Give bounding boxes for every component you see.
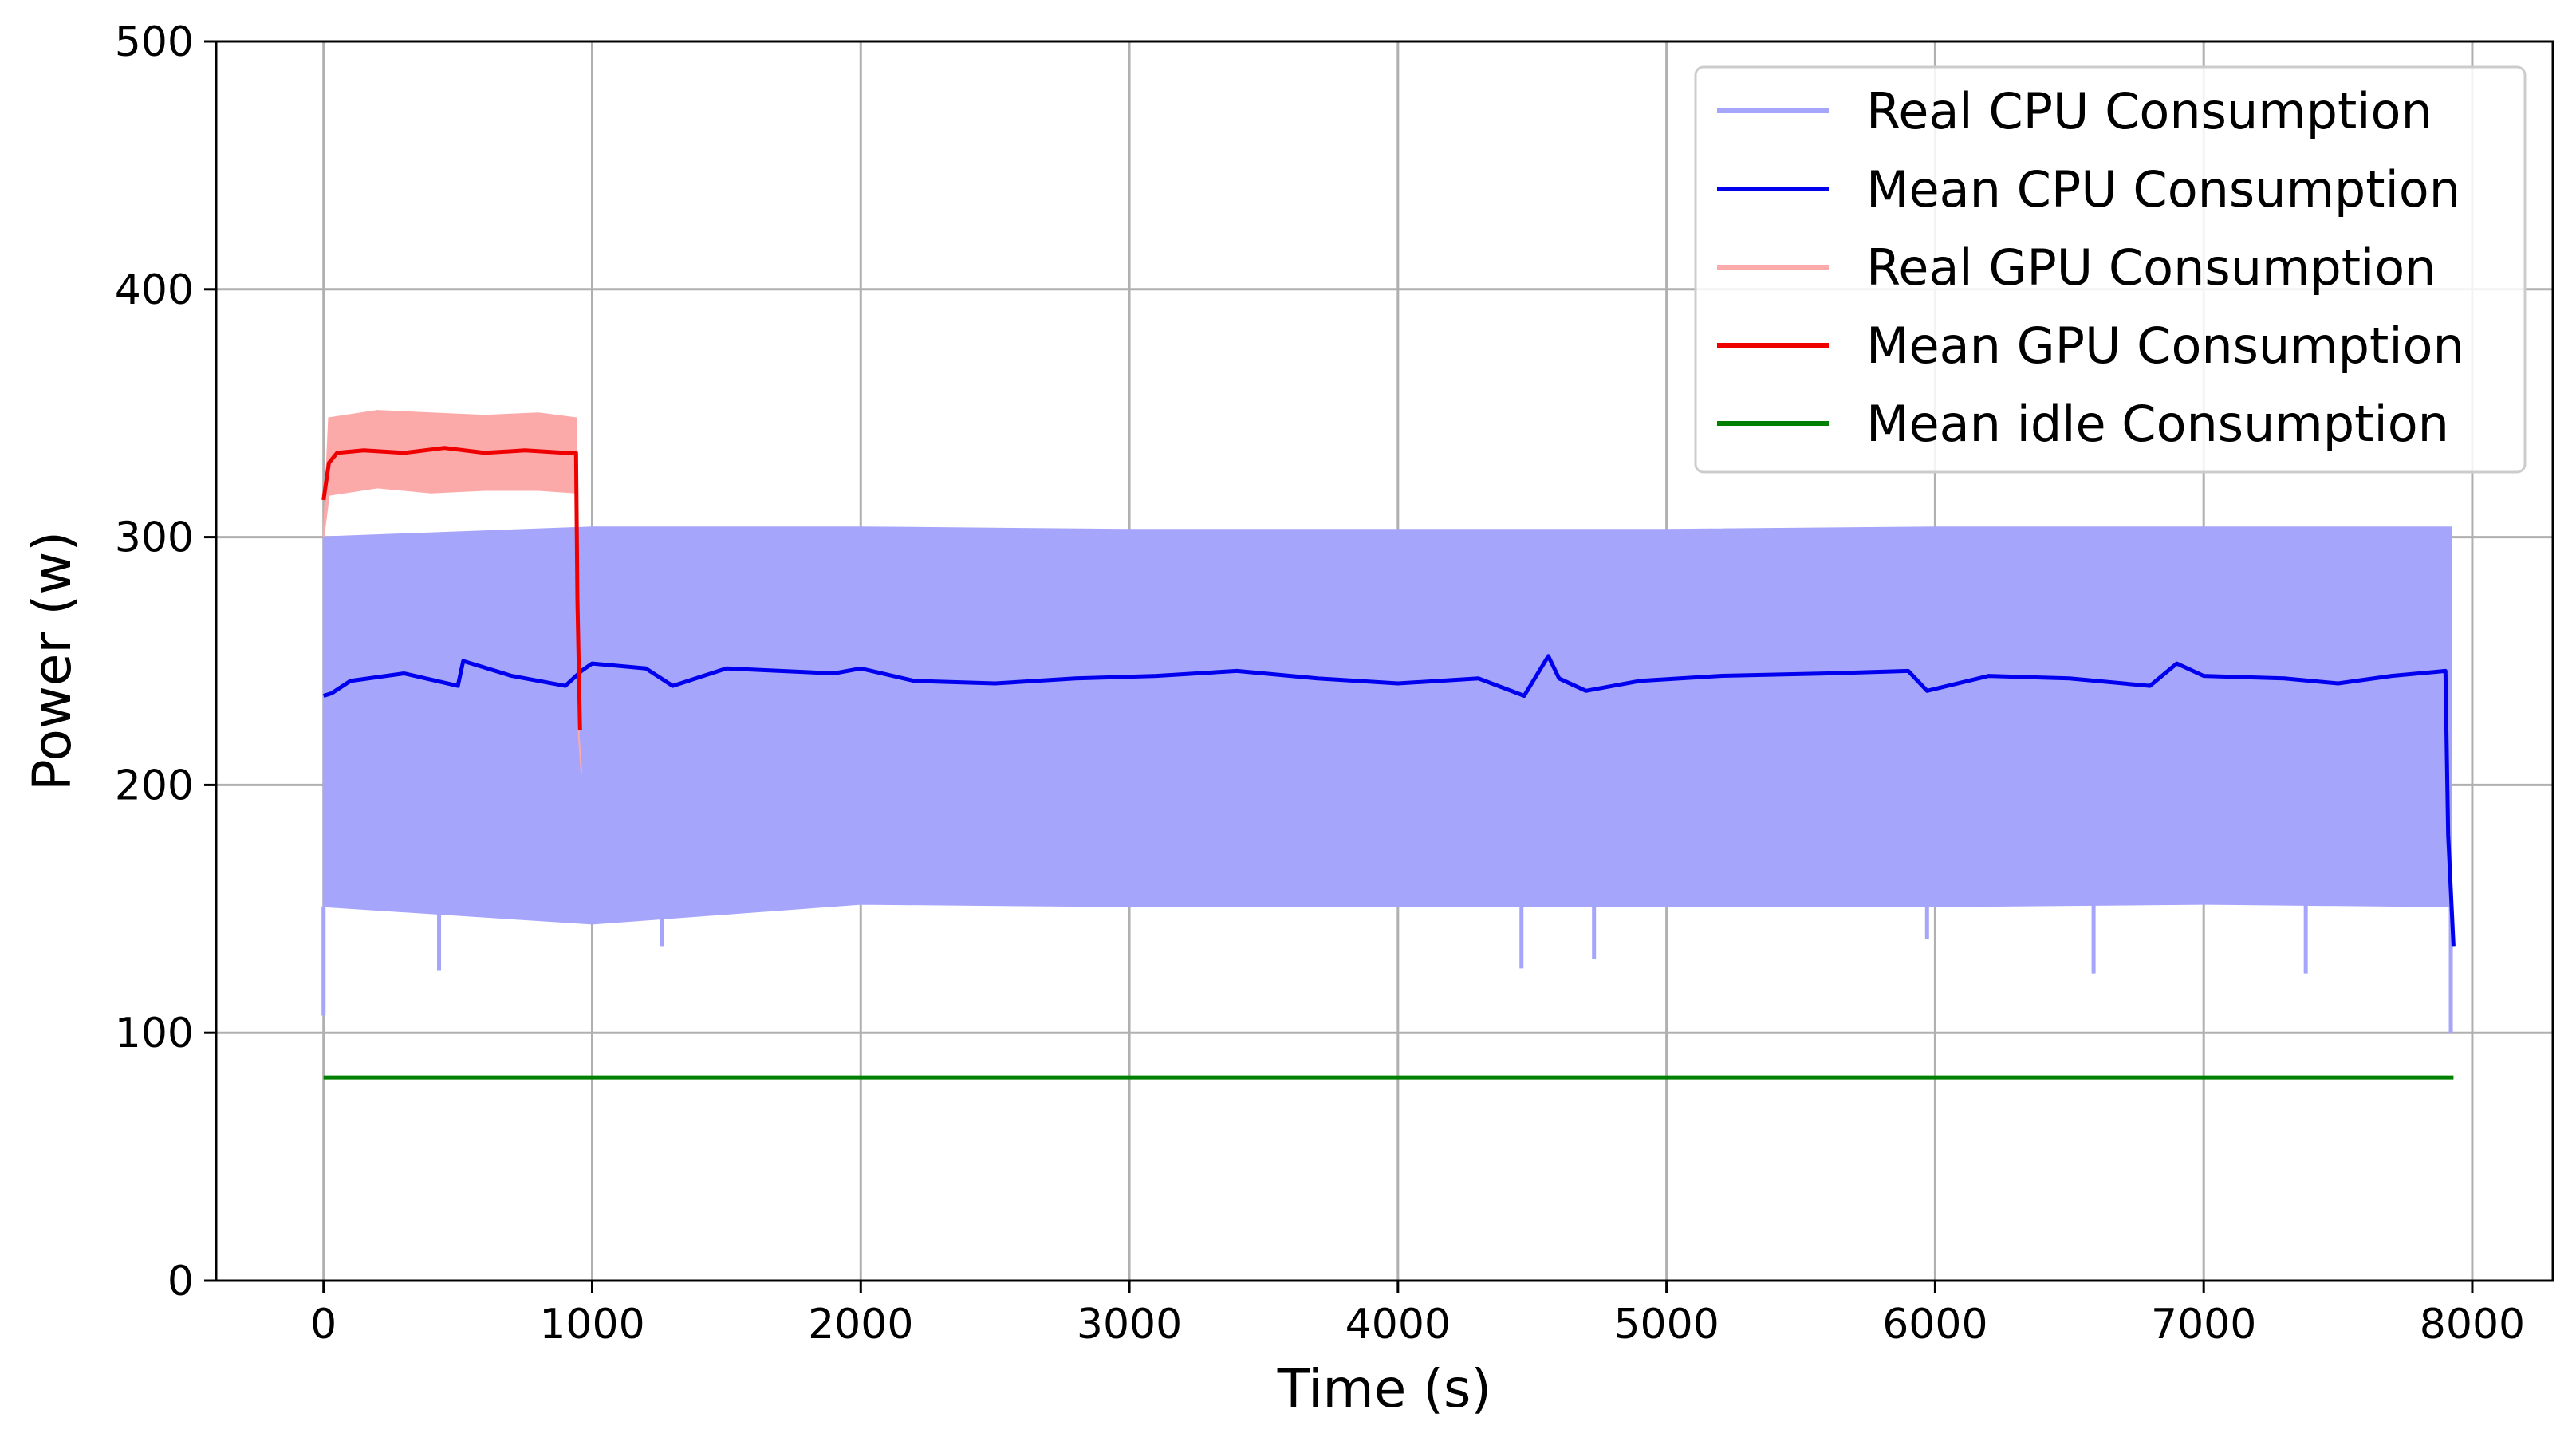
y-tick-label: 300 — [115, 514, 194, 562]
x-tick-label: 1000 — [539, 1301, 644, 1348]
legend-box — [1694, 65, 2527, 474]
legend-label-real-cpu: Real CPU Consumption — [1866, 82, 2432, 140]
x-axis-label: Time (s) — [1277, 1358, 1491, 1419]
plot-area — [321, 410, 2456, 1080]
y-tick-label: 200 — [115, 762, 194, 809]
y-tick-label: 0 — [167, 1258, 194, 1305]
x-tick-label: 3000 — [1077, 1301, 1182, 1348]
x-tick-label: 2000 — [808, 1301, 913, 1348]
legend-label-mean-cpu: Mean CPU Consumption — [1866, 160, 2460, 219]
y-tick-label: 400 — [115, 266, 194, 314]
x-tick-label: 0 — [310, 1301, 337, 1348]
legend-label-mean-idle: Mean idle Consumption — [1866, 395, 2449, 453]
legend: Real CPU Consumption Mean CPU Consumptio… — [1694, 65, 2527, 474]
legend-label-real-gpu: Real GPU Consumption — [1866, 238, 2436, 297]
y-tick-label: 100 — [115, 1010, 194, 1057]
x-tick-label: 5000 — [1613, 1301, 1719, 1348]
x-tick-label: 4000 — [1345, 1301, 1451, 1348]
series-band-real-gpu-consumption — [322, 410, 582, 773]
y-axis-label: Power (w) — [22, 531, 83, 791]
series-band-real-cpu-consumption — [322, 526, 2452, 925]
series-line-mean-cpu-consumption — [322, 654, 2456, 947]
plot-frame — [215, 40, 2554, 1282]
y-tick-label: 500 — [115, 18, 194, 66]
series-line-mean-gpu-consumption — [321, 446, 582, 731]
x-tick-label: 7000 — [2151, 1301, 2256, 1348]
x-tick-label: 6000 — [1882, 1301, 1987, 1348]
legend-label-mean-gpu: Mean GPU Consumption — [1866, 317, 2464, 375]
axis-ticks: 0 1000 2000 3000 4000 5000 6000 7000 8000 0 100 200… — [115, 18, 2525, 1348]
x-tick-label: 8000 — [2420, 1301, 2525, 1348]
